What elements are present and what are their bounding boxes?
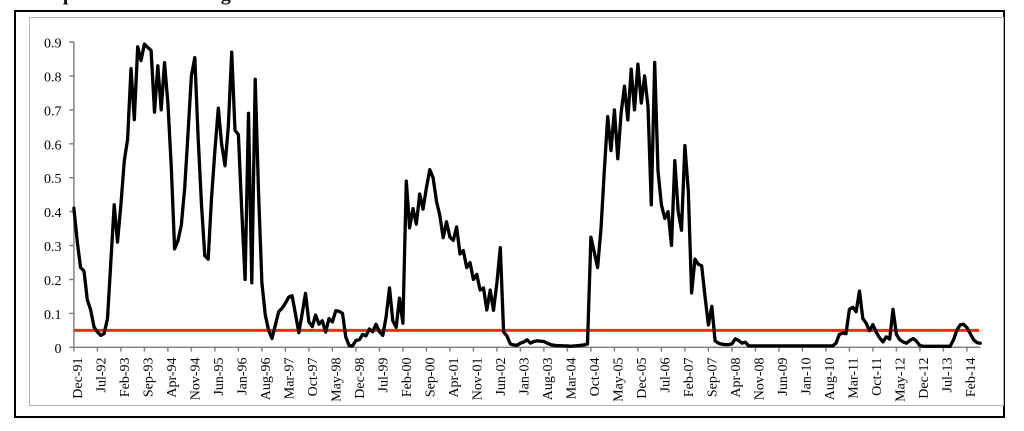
svg-text:Mar-97: Mar-97: [282, 358, 297, 400]
svg-text:May-12: May-12: [893, 358, 908, 402]
svg-text:Jan-10: Jan-10: [799, 358, 814, 395]
svg-text:Jul-92: Jul-92: [94, 358, 109, 393]
svg-text:Feb-07: Feb-07: [682, 358, 697, 398]
svg-text:Jun-02: Jun-02: [494, 358, 509, 396]
svg-text:Dec-98: Dec-98: [353, 358, 368, 399]
svg-text:0: 0: [55, 342, 62, 357]
svg-text:0.6: 0.6: [44, 138, 62, 153]
svg-text:May-98: May-98: [329, 358, 344, 402]
svg-text:Sep-07: Sep-07: [705, 358, 720, 398]
svg-text:Oct-97: Oct-97: [306, 358, 321, 397]
svg-text:Dec-91: Dec-91: [71, 358, 86, 399]
svg-text:Feb-14: Feb-14: [964, 358, 979, 398]
svg-text:0.7: 0.7: [44, 104, 62, 119]
svg-text:Jan-96: Jan-96: [235, 358, 250, 395]
svg-text:Jun-09: Jun-09: [776, 358, 791, 396]
svg-text:Jul-99: Jul-99: [376, 358, 391, 393]
svg-text:Nov-01: Nov-01: [470, 358, 485, 401]
svg-text:Jul-13: Jul-13: [940, 358, 955, 393]
svg-text:Feb-00: Feb-00: [400, 358, 415, 398]
svg-text:Feb-93: Feb-93: [118, 358, 133, 398]
svg-text:Nov-94: Nov-94: [188, 358, 203, 401]
svg-text:Jan-03: Jan-03: [517, 358, 532, 395]
svg-text:Dec-12: Dec-12: [917, 358, 932, 399]
svg-text:Jun-95: Jun-95: [212, 358, 227, 396]
svg-text:Aug-96: Aug-96: [259, 358, 274, 401]
svg-text:0.9: 0.9: [44, 37, 62, 52]
svg-text:Oct-11: Oct-11: [870, 358, 885, 396]
svg-text:Dec-05: Dec-05: [635, 358, 650, 399]
svg-text:0.5: 0.5: [44, 172, 62, 187]
svg-text:0.1: 0.1: [44, 308, 62, 323]
svg-text:0.4: 0.4: [44, 206, 62, 221]
svg-text:Mar-11: Mar-11: [846, 358, 861, 399]
svg-text:Oct-04: Oct-04: [588, 358, 603, 397]
svg-text:Mar-04: Mar-04: [564, 358, 579, 400]
svg-text:Jul-06: Jul-06: [658, 358, 673, 393]
svg-text:0.3: 0.3: [44, 240, 62, 255]
svg-text:Apr-01: Apr-01: [447, 358, 462, 398]
svg-text:Apr-94: Apr-94: [165, 358, 180, 398]
svg-text:Nov-08: Nov-08: [752, 358, 767, 401]
svg-text:0.2: 0.2: [44, 274, 62, 289]
svg-text:May-05: May-05: [611, 358, 626, 402]
svg-text:Aug-03: Aug-03: [541, 358, 556, 401]
svg-text:Apr-08: Apr-08: [729, 358, 744, 398]
svg-text:Sep-00: Sep-00: [423, 358, 438, 398]
svg-text:Aug-10: Aug-10: [823, 358, 838, 401]
svg-text:Sep-93: Sep-93: [141, 358, 156, 398]
svg-text:0.8: 0.8: [44, 70, 62, 85]
